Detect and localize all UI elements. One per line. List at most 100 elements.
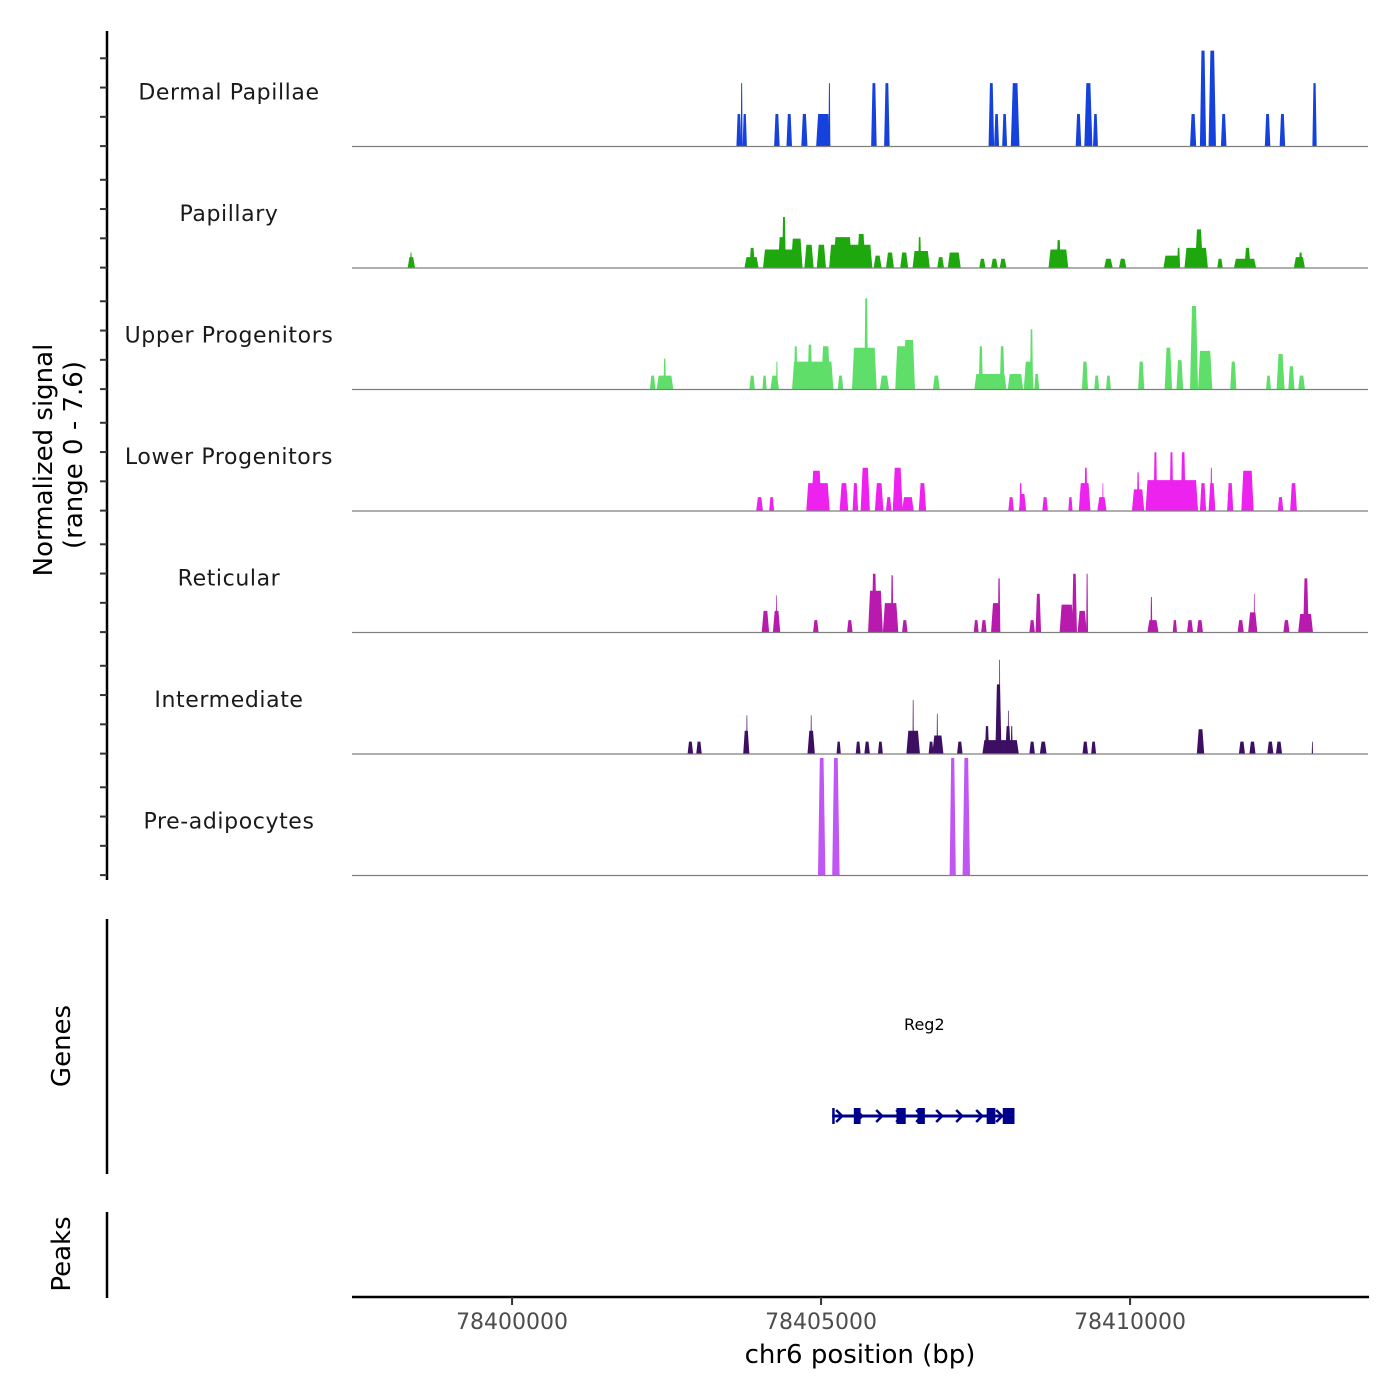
track-lower-progenitors: Lower Progenitors bbox=[125, 445, 1368, 512]
signal-peak bbox=[874, 483, 884, 511]
track-reticular: Reticular bbox=[178, 567, 1368, 634]
signal-peak bbox=[1084, 467, 1088, 511]
exon bbox=[1002, 1108, 1015, 1124]
signal-peak bbox=[855, 741, 861, 754]
signal-peak bbox=[813, 620, 819, 633]
signal-peak bbox=[1290, 483, 1297, 511]
signal-peak bbox=[1007, 710, 1009, 754]
signal-peak bbox=[882, 603, 899, 633]
signal-peak bbox=[890, 575, 894, 633]
signal-peak bbox=[762, 375, 767, 390]
signal-peak bbox=[810, 715, 812, 754]
signal-peak bbox=[769, 497, 775, 511]
signal-peak bbox=[1208, 50, 1216, 147]
signal-peak bbox=[962, 758, 971, 876]
signal-peak bbox=[1266, 375, 1271, 390]
signal-peak bbox=[1230, 361, 1237, 390]
signal-peak bbox=[774, 114, 780, 147]
coverage-tracks: Dermal Papillae Papillary Upper Progenitor… bbox=[125, 50, 1368, 877]
strand-arrow bbox=[835, 1109, 844, 1123]
track-label: Papillary bbox=[179, 202, 278, 227]
track-papillary: Papillary bbox=[179, 202, 1368, 269]
track-dermal-papillae: Dermal Papillae bbox=[138, 50, 1368, 148]
signal-peak bbox=[1104, 258, 1113, 268]
signal-peak bbox=[410, 252, 412, 268]
signal-peak bbox=[740, 83, 743, 147]
exon bbox=[896, 1108, 906, 1124]
track-pre-adipocytes: Pre-adipocytes bbox=[143, 758, 1368, 877]
signal-peak bbox=[1210, 467, 1213, 511]
signal-peak bbox=[932, 735, 944, 754]
exon bbox=[986, 1108, 996, 1124]
signal-peak bbox=[936, 713, 938, 754]
signal-peak bbox=[746, 715, 748, 754]
signal-peak bbox=[1082, 741, 1089, 754]
signal-peak bbox=[949, 758, 956, 876]
signal-peak bbox=[847, 620, 853, 633]
signal-peak bbox=[1007, 374, 1024, 390]
signal-peak bbox=[995, 684, 1002, 754]
signal-peak bbox=[1253, 593, 1255, 633]
signal-peak bbox=[1097, 497, 1107, 511]
strand-arrow bbox=[995, 1109, 1004, 1123]
signal-peak bbox=[885, 497, 892, 511]
signal-peak bbox=[1177, 247, 1181, 268]
signal-peak bbox=[1164, 347, 1173, 390]
signal-peak bbox=[1169, 452, 1174, 511]
signal-peak bbox=[1029, 329, 1034, 390]
signal-peak bbox=[979, 258, 986, 268]
strand-arrow bbox=[875, 1109, 884, 1123]
signal-peak bbox=[1118, 258, 1127, 268]
signal-peak bbox=[1039, 741, 1047, 754]
signal-peak bbox=[1199, 483, 1207, 511]
track-label: Lower Progenitors bbox=[125, 445, 333, 470]
signal-peak bbox=[790, 238, 803, 268]
signal-peak bbox=[984, 726, 990, 754]
signal-peak bbox=[912, 699, 914, 754]
signal-peak bbox=[832, 758, 840, 876]
signal-peak bbox=[1199, 50, 1207, 147]
signal-peak bbox=[918, 483, 927, 511]
exon bbox=[832, 1108, 835, 1124]
signal-peak bbox=[1102, 483, 1104, 511]
signal-peak bbox=[1091, 741, 1097, 754]
signal-peak bbox=[918, 237, 922, 268]
signal-peak bbox=[1238, 741, 1246, 754]
signal-peak bbox=[1042, 497, 1048, 511]
signal-peak bbox=[994, 114, 1000, 147]
signal-peak bbox=[1186, 620, 1194, 633]
signal-peak bbox=[947, 252, 961, 268]
track-label: Pre-adipocytes bbox=[143, 810, 314, 835]
signal-peak bbox=[1153, 452, 1158, 511]
genes-panel-label: Genes bbox=[47, 1005, 77, 1087]
gene-reg2: Reg2 bbox=[832, 1015, 1015, 1124]
signal-peak bbox=[816, 244, 827, 268]
signal-peak bbox=[864, 741, 870, 754]
signal-peak bbox=[900, 252, 909, 268]
signal-peak bbox=[811, 470, 822, 511]
signal-peak bbox=[877, 741, 883, 754]
signal-peak bbox=[1163, 255, 1181, 268]
signal-peak bbox=[1077, 610, 1087, 633]
signal-peak bbox=[1081, 361, 1089, 390]
signal-peak bbox=[1198, 350, 1213, 390]
signal-peak bbox=[1283, 620, 1290, 633]
signal-peak bbox=[1275, 741, 1283, 754]
x-tick-label: 78410000 bbox=[1074, 1310, 1186, 1335]
exon bbox=[853, 1108, 861, 1124]
signal-peak bbox=[1298, 252, 1303, 268]
signal-peak bbox=[817, 758, 826, 876]
signal-peak bbox=[1298, 375, 1305, 390]
signal-peak bbox=[884, 83, 890, 147]
signal-peak bbox=[1190, 114, 1197, 147]
signal-peak bbox=[1071, 573, 1077, 633]
strand-arrow bbox=[955, 1109, 964, 1123]
strand-arrow bbox=[935, 1109, 944, 1123]
signal-peak bbox=[687, 741, 694, 754]
x-tick-label: 78405000 bbox=[765, 1310, 877, 1335]
signal-peak bbox=[1237, 620, 1244, 633]
signal-peak bbox=[1267, 741, 1274, 754]
signal-peak bbox=[1244, 247, 1251, 268]
signal-peak bbox=[1249, 741, 1256, 754]
signal-peak bbox=[836, 741, 841, 754]
